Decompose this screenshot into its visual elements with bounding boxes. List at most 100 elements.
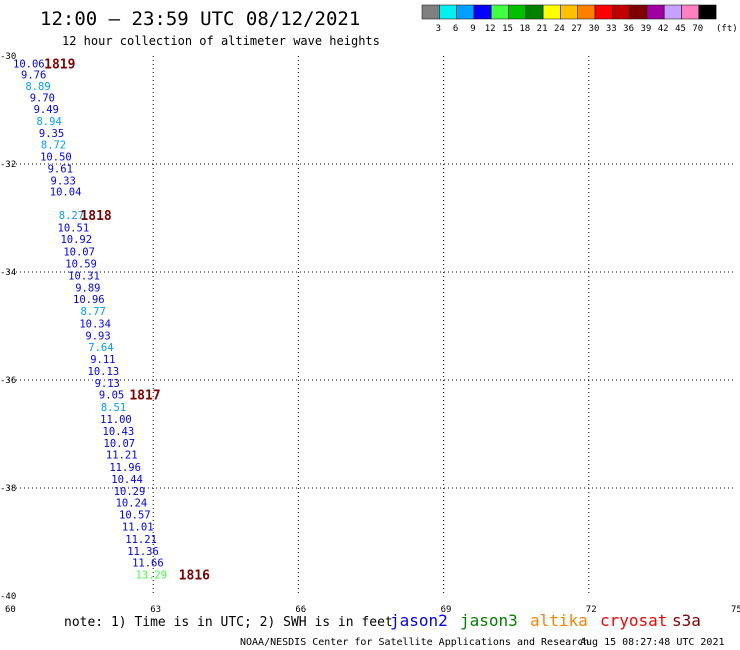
colorbar-label: 15 bbox=[502, 24, 513, 34]
swh-value-label: 11.66 bbox=[132, 558, 164, 570]
colorbar-swatch bbox=[612, 4, 630, 20]
swh-value-label: 11.00 bbox=[100, 414, 132, 426]
x-tick-label: 72 bbox=[586, 605, 597, 615]
swh-value-label: 8.89 bbox=[25, 81, 50, 93]
pass-time-label: 1817 bbox=[129, 389, 160, 404]
y-tick-label: -34 bbox=[0, 268, 16, 278]
swh-value-label: 10.29 bbox=[114, 486, 146, 498]
satellite-legend: jason2 jason3 altika cryosat s3a bbox=[390, 611, 701, 630]
colorbar-label: 9 bbox=[470, 24, 475, 34]
y-tick-label: -36 bbox=[0, 376, 16, 386]
swh-value-label: 11.21 bbox=[125, 534, 157, 546]
pass-time-label: 1816 bbox=[179, 569, 210, 584]
colorbar-label: 30 bbox=[589, 24, 600, 34]
swh-value-label: 7.64 bbox=[88, 342, 113, 354]
satellite-legend-cryosat: cryosat bbox=[600, 611, 667, 630]
x-tick-label: 69 bbox=[441, 605, 452, 615]
colorbar-swatch bbox=[490, 4, 509, 20]
y-tick-label: -40 bbox=[0, 592, 16, 602]
pass-time-label: 1819 bbox=[44, 58, 75, 73]
swh-value-label: 9.70 bbox=[30, 93, 55, 105]
swh-value-label: 10.51 bbox=[58, 222, 90, 234]
colorbar-swatch bbox=[560, 4, 578, 20]
swh-value-label: 10.57 bbox=[119, 510, 151, 522]
colorbar-label: 24 bbox=[554, 24, 565, 34]
colorbar-label: 3 bbox=[436, 24, 441, 34]
swh-value-label: 8.77 bbox=[81, 306, 106, 318]
colorbar-label: 6 bbox=[453, 24, 458, 34]
swh-value-label: 9.05 bbox=[99, 390, 124, 402]
swh-value-label: 9.61 bbox=[48, 163, 73, 175]
swh-value-label: 11.01 bbox=[122, 521, 154, 533]
colorbar-label: 27 bbox=[571, 24, 582, 34]
swh-value-label: 10.31 bbox=[68, 270, 100, 282]
swh-value-label: 10.07 bbox=[104, 438, 136, 450]
colorbar-swatch bbox=[577, 4, 596, 20]
colorbar-unit-label: (ft) bbox=[716, 24, 738, 34]
colorbar-label: 36 bbox=[623, 24, 634, 34]
swh-value-label: 9.93 bbox=[85, 330, 110, 342]
swh-value-label: 10.07 bbox=[63, 247, 95, 259]
satellite-legend-s3a: s3a bbox=[672, 611, 701, 630]
colorbar-label: 18 bbox=[519, 24, 530, 34]
x-tick-label: 63 bbox=[150, 605, 161, 615]
timestamp-text: Aug 15 08:27:48 UTC 2021 bbox=[580, 637, 725, 648]
page-subtitle: 12 hour collection of altimeter wave hei… bbox=[62, 34, 380, 48]
swh-value-label: 10.06 bbox=[13, 59, 45, 71]
colorbar-swatch bbox=[646, 4, 665, 20]
colorbar-swatch bbox=[629, 4, 648, 20]
colorbar-swatch bbox=[508, 4, 527, 20]
y-axis-tick-labels: -30 -32 -34 -36 -38 -40 bbox=[0, 52, 16, 602]
satellite-legend-jason3: jason3 bbox=[460, 611, 518, 630]
swh-value-label: 10.92 bbox=[60, 234, 92, 246]
color-scale-legend: 3 6 9 12 15 18 21 24 27 30 33 36 39 42 45 70 (ft) bbox=[421, 4, 738, 34]
x-tick-label: 66 bbox=[295, 605, 306, 615]
x-tick-label: 75 bbox=[731, 605, 740, 615]
swh-value-label: 9.49 bbox=[34, 104, 59, 116]
colorbar-swatch bbox=[663, 4, 682, 20]
colorbar-swatch bbox=[421, 4, 440, 20]
swh-value-label: 13.29 bbox=[135, 570, 167, 582]
swh-value-label: 11.36 bbox=[127, 546, 159, 558]
swh-value-label: 8.51 bbox=[101, 402, 126, 414]
colorbar-swatch bbox=[525, 4, 544, 20]
swh-value-label: 8.94 bbox=[36, 116, 61, 128]
swh-value-label: 11.21 bbox=[106, 450, 138, 462]
grid-lines bbox=[8, 56, 734, 596]
swh-value-label: 10.04 bbox=[50, 187, 82, 199]
colorbar-label: 33 bbox=[606, 24, 617, 34]
colorbar-swatch bbox=[594, 4, 613, 20]
swh-value-label: 10.44 bbox=[111, 474, 143, 486]
satellite-legend-jason2: jason2 bbox=[390, 611, 448, 630]
swh-value-label: 8.72 bbox=[41, 140, 66, 152]
credit-text: NOAA/NESDIS Center for Satellite Applica… bbox=[240, 637, 589, 648]
pass-time-label: 1818 bbox=[80, 209, 111, 224]
colorbar-swatch bbox=[473, 4, 492, 20]
swh-value-label: 10.34 bbox=[79, 318, 111, 330]
swh-value-label: 10.96 bbox=[73, 294, 105, 306]
swh-value-label: 9.33 bbox=[51, 175, 76, 187]
swh-value-label: 10.13 bbox=[88, 366, 120, 378]
y-tick-label: -38 bbox=[0, 484, 16, 494]
x-tick-label: 60 bbox=[5, 605, 16, 615]
colorbar-label: 70 bbox=[692, 24, 703, 34]
units-note: note: 1) Time is in UTC; 2) SWH is in fe… bbox=[64, 615, 393, 630]
colorbar-swatch bbox=[456, 4, 475, 20]
swh-value-label: 8.27 bbox=[59, 210, 84, 222]
colorbar-swatch bbox=[698, 4, 717, 20]
colorbar-label: 21 bbox=[537, 24, 548, 34]
swh-value-label: 11.96 bbox=[109, 462, 141, 474]
satellite-legend-altika: altika bbox=[530, 611, 588, 630]
swh-value-label: 10.59 bbox=[65, 259, 97, 271]
swh-value-label: 9.89 bbox=[75, 282, 100, 294]
y-tick-label: -32 bbox=[0, 160, 16, 170]
swh-value-label: 10.50 bbox=[40, 152, 72, 164]
swh-value-label: 10.43 bbox=[103, 426, 135, 438]
swh-value-label: 9.13 bbox=[95, 378, 120, 390]
colorbar-label: 39 bbox=[640, 24, 651, 34]
colorbar-swatch bbox=[681, 4, 700, 20]
swh-value-label: 9.35 bbox=[39, 128, 64, 140]
y-tick-label: -30 bbox=[0, 52, 16, 62]
